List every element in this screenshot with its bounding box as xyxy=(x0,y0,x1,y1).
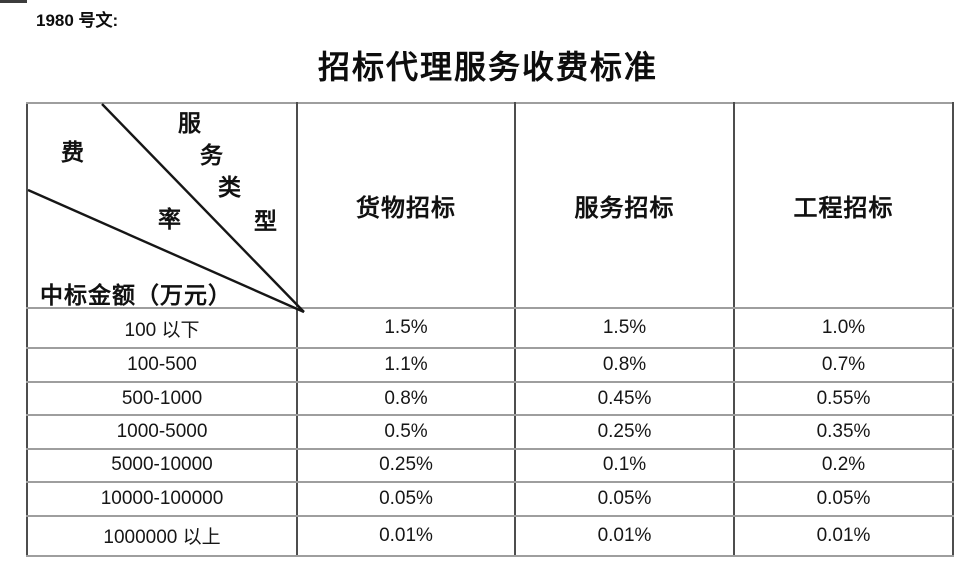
diagonal-line-upper xyxy=(101,103,305,313)
rate-cell: 1.0% xyxy=(733,306,954,350)
rate-cell: 1.5% xyxy=(514,306,735,350)
corner-label-fee-rate-char-2: 率 xyxy=(158,207,181,232)
corner-label-fee-rate-char-1: 费 xyxy=(61,140,84,165)
rate-cell: 0.05% xyxy=(733,481,954,517)
diagonal-lines xyxy=(27,103,305,314)
fee-standard-table: 服 务 类 型 费 率 中标金额（万元） 货物招标 服务招标 工程招标 100 … xyxy=(26,102,954,558)
table-row: 100-500 1.1% 0.8% 0.7% xyxy=(26,347,954,383)
table-row: 100 以下 1.5% 1.5% 1.0% xyxy=(26,306,954,350)
corner-label-service-type-char-2: 务 xyxy=(200,143,223,168)
amount-range-cell: 5000-10000 xyxy=(26,447,298,484)
diagonal-corner-box: 服 务 类 型 费 率 中标金额（万元） xyxy=(27,103,305,314)
rate-cell: 0.01% xyxy=(733,514,954,558)
table-row: 5000-10000 0.25% 0.1% 0.2% xyxy=(26,447,954,484)
amount-range-cell: 1000-5000 xyxy=(26,414,298,450)
table-row: 1000-5000 0.5% 0.25% 0.35% xyxy=(26,414,954,450)
amount-range-cell: 100 以下 xyxy=(26,306,298,350)
column-header-engineering-bidding: 工程招标 xyxy=(733,102,954,309)
column-header-goods-bidding: 货物招标 xyxy=(296,102,516,309)
rate-cell: 0.01% xyxy=(514,514,735,558)
table-row: 1000000 以上 0.01% 0.01% 0.01% xyxy=(26,514,954,558)
corner-label-award-amount: 中标金额（万元） xyxy=(40,283,232,308)
rate-cell: 0.8% xyxy=(514,347,735,383)
corner-label-service-type-char-3: 类 xyxy=(218,175,241,200)
rate-cell: 1.1% xyxy=(296,347,516,383)
rate-cell: 0.45% xyxy=(514,380,735,417)
rate-cell: 0.05% xyxy=(514,481,735,517)
rate-cell: 0.2% xyxy=(733,447,954,484)
amount-range-cell: 1000000 以上 xyxy=(26,514,298,558)
table-row: 500-1000 0.8% 0.45% 0.55% xyxy=(26,380,954,417)
amount-range-cell: 10000-100000 xyxy=(26,481,298,517)
screen-corner-artifact xyxy=(0,0,27,3)
rate-cell: 0.25% xyxy=(514,414,735,450)
table-row: 10000-100000 0.05% 0.05% 0.05% xyxy=(26,481,954,517)
rate-cell: 1.5% xyxy=(296,306,516,350)
amount-range-cell: 100-500 xyxy=(26,347,298,383)
rate-cell: 0.7% xyxy=(733,347,954,383)
corner-label-service-type-char-1: 服 xyxy=(178,111,201,136)
diagonal-corner-cell: 服 务 类 型 费 率 中标金额（万元） xyxy=(26,102,305,314)
column-header-service-bidding: 服务招标 xyxy=(514,102,735,309)
rate-cell: 0.5% xyxy=(296,414,516,450)
rate-cell: 0.35% xyxy=(733,414,954,450)
table-header-row: 服 务 类 型 费 率 中标金额（万元） 货物招标 服务招标 工程招标 xyxy=(26,102,954,314)
rate-cell: 0.01% xyxy=(296,514,516,558)
rate-cell: 0.55% xyxy=(733,380,954,417)
rate-cell: 0.1% xyxy=(514,447,735,484)
rate-cell: 0.8% xyxy=(296,380,516,417)
amount-range-cell: 500-1000 xyxy=(26,380,298,417)
rate-cell: 0.05% xyxy=(296,481,516,517)
corner-label-service-type-char-4: 型 xyxy=(254,209,277,234)
diagonal-line-lower xyxy=(27,188,305,314)
document-number-label: 1980 号文: xyxy=(36,11,119,30)
page-title: 招标代理服务收费标准 xyxy=(317,49,658,85)
rate-cell: 0.25% xyxy=(296,447,516,484)
